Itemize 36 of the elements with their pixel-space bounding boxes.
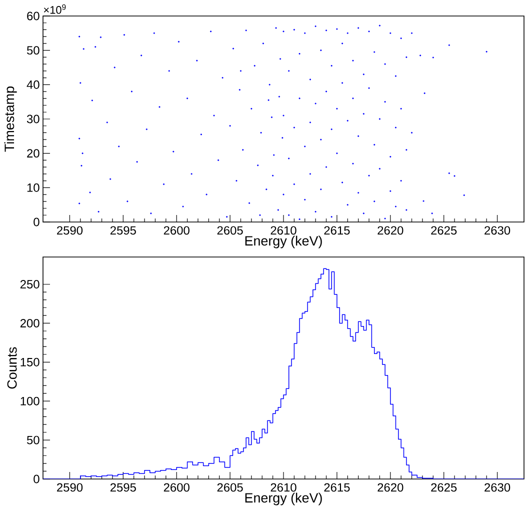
x-tick-label: 2600	[164, 226, 190, 235]
y-tick-label: 60	[27, 12, 40, 20]
x-tick-label: 2605	[217, 226, 243, 235]
y-tick-label: 10	[27, 183, 40, 192]
x-tick-label: 2610	[270, 483, 296, 492]
y-tick-label: 250	[20, 280, 40, 288]
x-tick-label: 2615	[324, 483, 350, 492]
y-tick-label: 0	[34, 218, 40, 226]
x-tick-label: 2600	[164, 483, 190, 492]
x-axis-title: Energy (keV)	[245, 236, 322, 248]
x-tick-label: 2615	[324, 226, 350, 235]
y-tick-label: 40	[26, 80, 40, 89]
x-tick-label: 2590	[57, 483, 83, 492]
x-tick-label: 2595	[110, 226, 136, 235]
y-tick-label: 50	[26, 46, 40, 55]
y-axis-title: Timestamp	[4, 86, 17, 152]
text: ×10$^{9}$	[44, 4, 66, 14]
x-tick-label: 2630	[484, 483, 510, 492]
y-tick-label: 30	[26, 114, 40, 124]
y-tick-label: 100	[20, 396, 40, 406]
y-tick-label: 200	[20, 318, 40, 328]
x-tick-label: 2605	[217, 483, 243, 492]
x-tick-label: 2595	[110, 483, 136, 492]
y-tick-label: 20	[27, 149, 40, 158]
x-tick-label: 2625	[431, 483, 457, 492]
y-tick-label: 50	[26, 436, 40, 444]
x-tick-label: 2590	[57, 226, 83, 235]
x-tick-label: 2610	[270, 226, 296, 235]
x-tick-label: 2620	[378, 483, 404, 492]
x-tick-label: 2630	[484, 226, 510, 235]
x-tick-label: 2620	[378, 226, 404, 235]
x-tick-label: 2625	[431, 226, 457, 235]
y-tick-label: 150	[20, 358, 40, 366]
y-tick-label: 0	[34, 474, 40, 484]
y-axis-title: Counts	[7, 347, 17, 389]
x-axis-title: Energy (keV)	[245, 492, 322, 506]
